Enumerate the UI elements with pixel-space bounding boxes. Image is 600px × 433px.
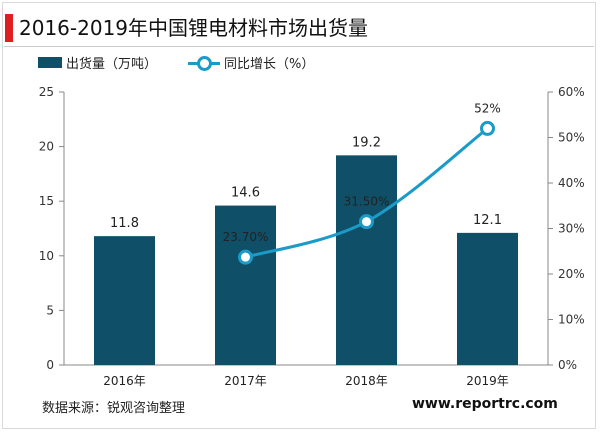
growth-value-label: 31.50%	[344, 195, 390, 209]
growth-point	[359, 214, 374, 230]
chart-title: 2016-2019年中国锂电材料市场出货量	[19, 16, 369, 40]
y-right-tick-label: 10%	[558, 313, 585, 327]
legend-item-bar: 出货量（万吨）	[38, 53, 157, 72]
y-left-tick-label: 15	[39, 194, 54, 208]
website-label: www.reportrc.com	[412, 396, 558, 412]
x-tick-label: 2018年	[345, 374, 388, 388]
x-tick-label: 2016年	[103, 374, 146, 388]
y-left-tick-label: 10	[39, 249, 54, 263]
bar-value-label: 14.6	[231, 186, 260, 201]
y-right-tick-label: 30%	[558, 222, 585, 236]
growth-point	[238, 249, 253, 265]
legend-line-swatch	[188, 55, 220, 71]
source-note: 数据来源：锐观咨询整理	[42, 401, 186, 416]
y-right-tick-label: 60%	[558, 85, 585, 99]
chart-frame	[2, 2, 596, 429]
y-left-tick-label: 25	[39, 85, 54, 99]
bar	[336, 155, 397, 365]
y-right-tick-label: 20%	[558, 267, 585, 281]
legend-bar-label: 出货量（万吨）	[66, 57, 158, 72]
y-left-tick-label: 20	[39, 140, 54, 154]
growth-value-label: 23.70%	[223, 230, 269, 244]
y-right-tick-label: 40%	[558, 176, 585, 190]
title-divider	[4, 46, 594, 47]
legend-bar-swatch	[38, 57, 62, 68]
title-accent-bar	[5, 14, 13, 42]
y-left-tick-label: 5	[46, 303, 54, 317]
y-left-tick-label: 0	[46, 358, 54, 372]
y-right-tick-label: 0%	[558, 358, 577, 372]
bar-value-label: 19.2	[352, 135, 381, 150]
y-right-tick-label: 50%	[558, 131, 585, 145]
x-tick-label: 2017年	[224, 374, 267, 388]
growth-point	[480, 120, 495, 136]
bar-value-label: 12.1	[473, 213, 502, 228]
x-tick-label: 2019年	[466, 374, 509, 388]
bar	[94, 236, 155, 365]
growth-value-label: 52%	[474, 101, 501, 115]
bar	[215, 205, 276, 365]
legend-item-line: 同比增长（%）	[188, 53, 314, 72]
legend-line-label: 同比增长（%）	[224, 57, 315, 72]
bar-value-label: 11.8	[110, 216, 139, 231]
bar	[457, 232, 518, 365]
